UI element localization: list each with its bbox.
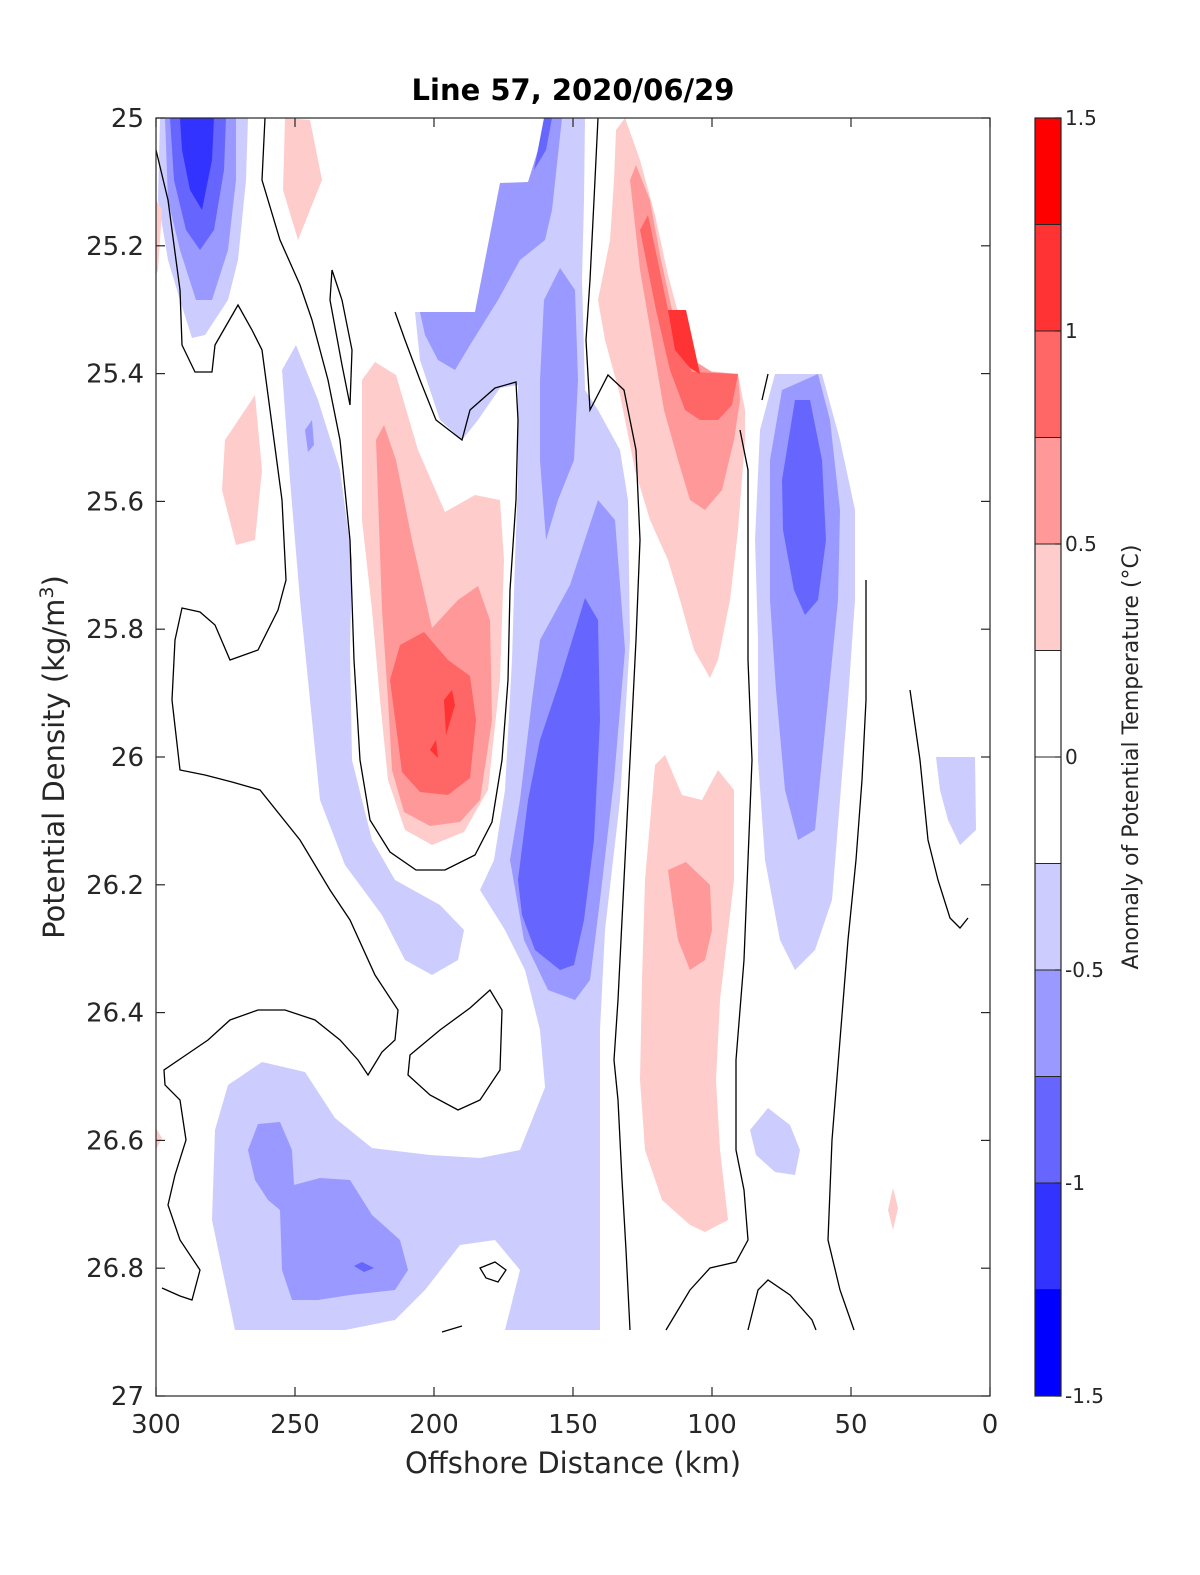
y-tick-label: 25.4 — [86, 360, 144, 390]
x-tick-label: 200 — [409, 1410, 459, 1440]
contour-pos-075 — [390, 632, 476, 795]
x-tick-label: 150 — [548, 1410, 598, 1440]
contour-neg-col-075 — [518, 598, 600, 970]
contour-neg-col-025 — [415, 118, 630, 1330]
contour-neg-deep-075 — [354, 1262, 374, 1272]
colorbar-swatch — [1035, 437, 1061, 544]
colorbar-swatch — [1035, 224, 1061, 331]
contour-pos-deep-050 — [668, 862, 712, 970]
contour-fields — [156, 118, 976, 1330]
x-axis-label: Offshore Distance (km) — [405, 1446, 741, 1480]
contour-pos-tiny-coast — [888, 1188, 898, 1230]
colorbar-swatch — [1035, 1076, 1061, 1183]
colorbar-tick-label: 1.5 — [1065, 106, 1097, 130]
colorbar-swatch — [1035, 1289, 1061, 1396]
contour-pos-shelf-050 — [630, 165, 740, 510]
contour-lines — [156, 118, 969, 1333]
contour-neg-core-075 — [782, 400, 826, 615]
y-tick-label: 25 — [111, 104, 144, 134]
colorbar-tick-label: -1 — [1065, 1171, 1085, 1195]
colorbar-swatch — [1035, 331, 1061, 438]
contour-neg-band-west — [282, 345, 464, 975]
colorbar-swatch — [1035, 118, 1061, 225]
x-tick-label: 300 — [131, 1410, 181, 1440]
contour-neg-deep-050 — [248, 1122, 408, 1300]
y-tick-label: 25.8 — [86, 615, 144, 645]
colorbar-label: Anomaly of Potential Temperature (°C) — [1119, 545, 1144, 970]
x-tick-label: 100 — [687, 1410, 737, 1440]
contour-neg-coast — [936, 757, 976, 845]
y-tick-label: 27 — [111, 1382, 144, 1412]
x-tick-label: 0 — [982, 1410, 999, 1440]
contour-pos-patch-a — [283, 118, 322, 240]
colorbar-swatch — [1035, 757, 1061, 864]
y-tick-label: 26.4 — [86, 999, 144, 1029]
colorbar-tick-label: 0.5 — [1065, 532, 1097, 556]
colorbar-swatch — [1035, 863, 1061, 970]
colorbar-swatch — [1035, 544, 1061, 651]
colorbar-tick-label: -1.5 — [1065, 1384, 1104, 1408]
y-tick-label: 25.6 — [86, 487, 144, 517]
contour-neg-col-top — [534, 118, 552, 170]
colorbar-swatch — [1035, 1183, 1061, 1290]
x-tick-label: 250 — [270, 1410, 320, 1440]
contour-pos-shelf-100 — [668, 310, 700, 374]
y-tick-label: 26.8 — [86, 1254, 144, 1284]
x-axis: 300 250 200 150 100 50 0 — [131, 118, 998, 1440]
y-axis-label: Potential Density (kg/m3) — [36, 575, 71, 939]
y-tick-label: 26.2 — [86, 871, 144, 901]
colorbar-tick-label: 1 — [1065, 319, 1078, 343]
contour-pos-100 — [430, 690, 455, 758]
colorbar-tick-label: 0 — [1065, 745, 1078, 769]
contour-pos-shelf-075 — [640, 215, 738, 420]
chart-title: Line 57, 2020/06/29 — [412, 73, 735, 107]
colorbar-swatch — [1035, 650, 1061, 757]
y-tick-label: 25.2 — [86, 232, 144, 262]
colorbar-tick-label: -0.5 — [1065, 958, 1104, 982]
contour-pos-patch-b — [222, 395, 262, 545]
colorbar-swatch — [1035, 970, 1061, 1077]
y-axis: 25 25.2 25.4 25.6 25.8 26 26.2 26.4 26.6 26.8 27 — [86, 104, 990, 1412]
y-tick-label: 26 — [111, 743, 144, 773]
contour-neg-100 — [180, 118, 214, 210]
contour-neg-smallblob — [750, 1108, 800, 1175]
colorbar: 1.5 1 0.5 0 -0.5 -1 -1.5 — [1034, 106, 1104, 1408]
x-tick-label: 50 — [834, 1410, 867, 1440]
contour-pos-deep-025 — [640, 755, 734, 1232]
contour-neg-dot — [305, 420, 314, 452]
y-tick-label: 26.6 — [86, 1126, 144, 1156]
